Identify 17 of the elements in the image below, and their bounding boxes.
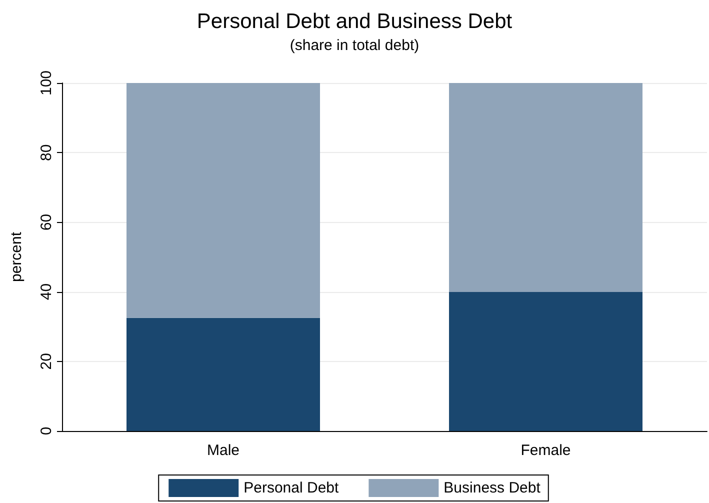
bar bbox=[449, 83, 642, 292]
y-tick-label: 0 bbox=[38, 426, 55, 436]
chart-title: Personal Debt and Business Debt bbox=[196, 10, 512, 33]
legend-label: Business Debt bbox=[444, 480, 542, 496]
y-tick-label: 100 bbox=[38, 70, 55, 96]
chart-subtitle: (share in total debt) bbox=[290, 37, 420, 54]
bar bbox=[126, 318, 320, 431]
y-axis-title: percent bbox=[8, 231, 25, 282]
x-tick-label: Male bbox=[206, 442, 240, 459]
y-tick-label: 80 bbox=[38, 144, 55, 161]
bar bbox=[126, 83, 320, 318]
legend-label: Personal Debt bbox=[244, 480, 340, 496]
bar bbox=[449, 292, 642, 431]
y-tick-label: 40 bbox=[38, 283, 55, 300]
x-tick-label: Female bbox=[520, 442, 571, 459]
y-tick-label: 20 bbox=[38, 353, 55, 370]
y-tick-label: 60 bbox=[38, 214, 55, 231]
